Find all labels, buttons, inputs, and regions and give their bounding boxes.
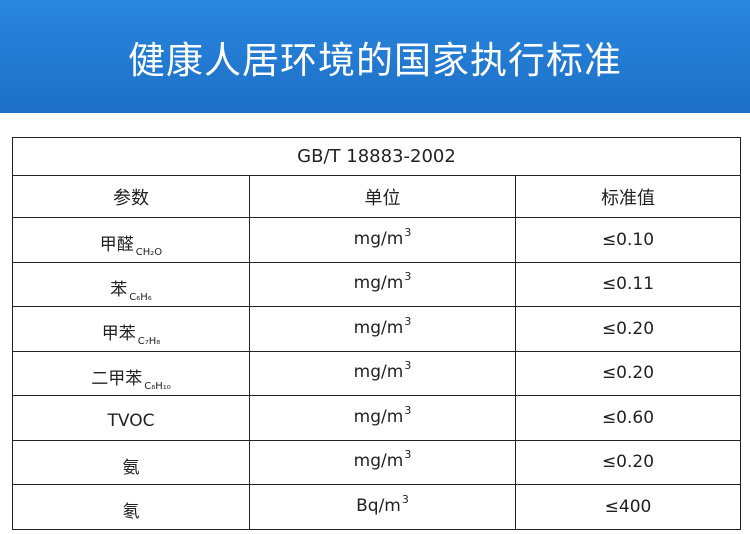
standard-value-cell: ≤400 — [515, 484, 741, 530]
table-header-row: 参数 单位 标准值 — [12, 175, 741, 218]
unit-base: mg/m — [353, 317, 404, 338]
unit-exponent: 3 — [404, 448, 412, 462]
unit-label: mg/m3 — [353, 270, 412, 294]
unit-exponent: 3 — [404, 225, 412, 239]
param-formula: C₇H₈ — [137, 336, 161, 348]
param-name: 二甲苯 — [91, 368, 143, 389]
unit-label: mg/m3 — [353, 403, 412, 427]
param-formula: C₆H₆ — [129, 291, 152, 303]
param-label: TVOC — [108, 411, 155, 431]
standard-value-cell: ≤0.10 — [515, 217, 741, 263]
unit-label: mg/m3 — [353, 314, 412, 338]
table-row: TVOC mg/m3 ≤0.60 — [12, 395, 741, 441]
standards-table: GB/T 18883-2002 参数 单位 标准值 甲醛 CH₂O mg/m3 ≤0.… — [12, 137, 741, 530]
unit-cell: Bq/m3 — [249, 484, 516, 530]
table-row: 氨 mg/m3 ≤0.20 — [12, 439, 741, 485]
unit-exponent: 3 — [404, 359, 412, 373]
param-formula: CH₂O — [135, 247, 163, 259]
unit-cell: mg/m3 — [249, 439, 516, 485]
unit-base: mg/m — [353, 451, 404, 472]
header-banner: 健康人居环境的国家执行标准 — [0, 0, 750, 113]
param-name: 氡 — [122, 502, 140, 523]
header-unit: 单位 — [249, 175, 516, 218]
unit-cell: mg/m3 — [249, 395, 516, 441]
param-cell: 氨 — [12, 439, 250, 485]
param-cell: 甲苯 C₇H₈ — [12, 306, 250, 352]
param-cell: TVOC — [12, 395, 250, 441]
table-row: 氡 Bq/m3 ≤400 — [12, 484, 741, 530]
param-cell: 甲醛 CH₂O — [12, 217, 250, 263]
param-name: 甲醛 — [99, 235, 134, 256]
param-cell: 苯 C₆H₆ — [12, 261, 250, 307]
unit-base: mg/m — [353, 362, 404, 383]
param-label: 苯 C₆H₆ — [110, 279, 152, 303]
table-row: 二甲苯 C₈H₁₀ mg/m3 ≤0.20 — [12, 350, 741, 396]
unit-label: mg/m3 — [353, 225, 412, 249]
unit-exponent: 3 — [404, 270, 412, 284]
unit-cell: mg/m3 — [249, 306, 516, 352]
unit-base: mg/m — [353, 228, 404, 249]
unit-base: Bq/m — [356, 495, 401, 516]
unit-label: mg/m3 — [353, 448, 412, 472]
standard-value-cell: ≤0.60 — [515, 395, 741, 441]
param-label: 甲苯 C₇H₈ — [101, 324, 161, 348]
unit-cell: mg/m3 — [249, 350, 516, 396]
param-cell: 二甲苯 C₈H₁₀ — [12, 350, 250, 396]
standard-value-cell: ≤0.11 — [515, 261, 741, 307]
table-caption-row: GB/T 18883-2002 — [12, 137, 741, 176]
header-standard: 标准值 — [515, 175, 741, 218]
header-param: 参数 — [12, 175, 250, 218]
unit-exponent: 3 — [404, 314, 412, 328]
standard-value-cell: ≤0.20 — [515, 439, 741, 485]
param-label: 氡 — [123, 502, 140, 522]
unit-base: mg/m — [353, 406, 404, 427]
param-name: TVOC — [107, 410, 155, 431]
param-formula: C₈H₁₀ — [144, 380, 171, 392]
table-row: 苯 C₆H₆ mg/m3 ≤0.11 — [12, 261, 741, 307]
standard-value-cell: ≤0.20 — [515, 306, 741, 352]
table-row: 甲醛 CH₂O mg/m3 ≤0.10 — [12, 217, 741, 263]
unit-cell: mg/m3 — [249, 261, 516, 307]
unit-base: mg/m — [353, 273, 404, 294]
standard-value-cell: ≤0.20 — [515, 350, 741, 396]
table-row: 甲苯 C₇H₈ mg/m3 ≤0.20 — [12, 306, 741, 352]
param-label: 二甲苯 C₈H₁₀ — [91, 368, 171, 392]
param-cell: 氡 — [12, 484, 250, 530]
page-title: 健康人居环境的国家执行标准 — [128, 38, 622, 82]
param-label: 氨 — [123, 458, 140, 478]
param-name: 苯 — [110, 279, 128, 300]
unit-label: Bq/m3 — [356, 492, 409, 516]
unit-exponent: 3 — [401, 492, 409, 506]
unit-label: mg/m3 — [353, 359, 412, 383]
param-label: 甲醛 CH₂O — [99, 235, 163, 259]
unit-exponent: 3 — [404, 403, 412, 417]
unit-cell: mg/m3 — [249, 217, 516, 263]
param-name: 甲苯 — [101, 324, 136, 345]
param-name: 氨 — [122, 457, 140, 478]
table-caption: GB/T 18883-2002 — [12, 137, 741, 176]
